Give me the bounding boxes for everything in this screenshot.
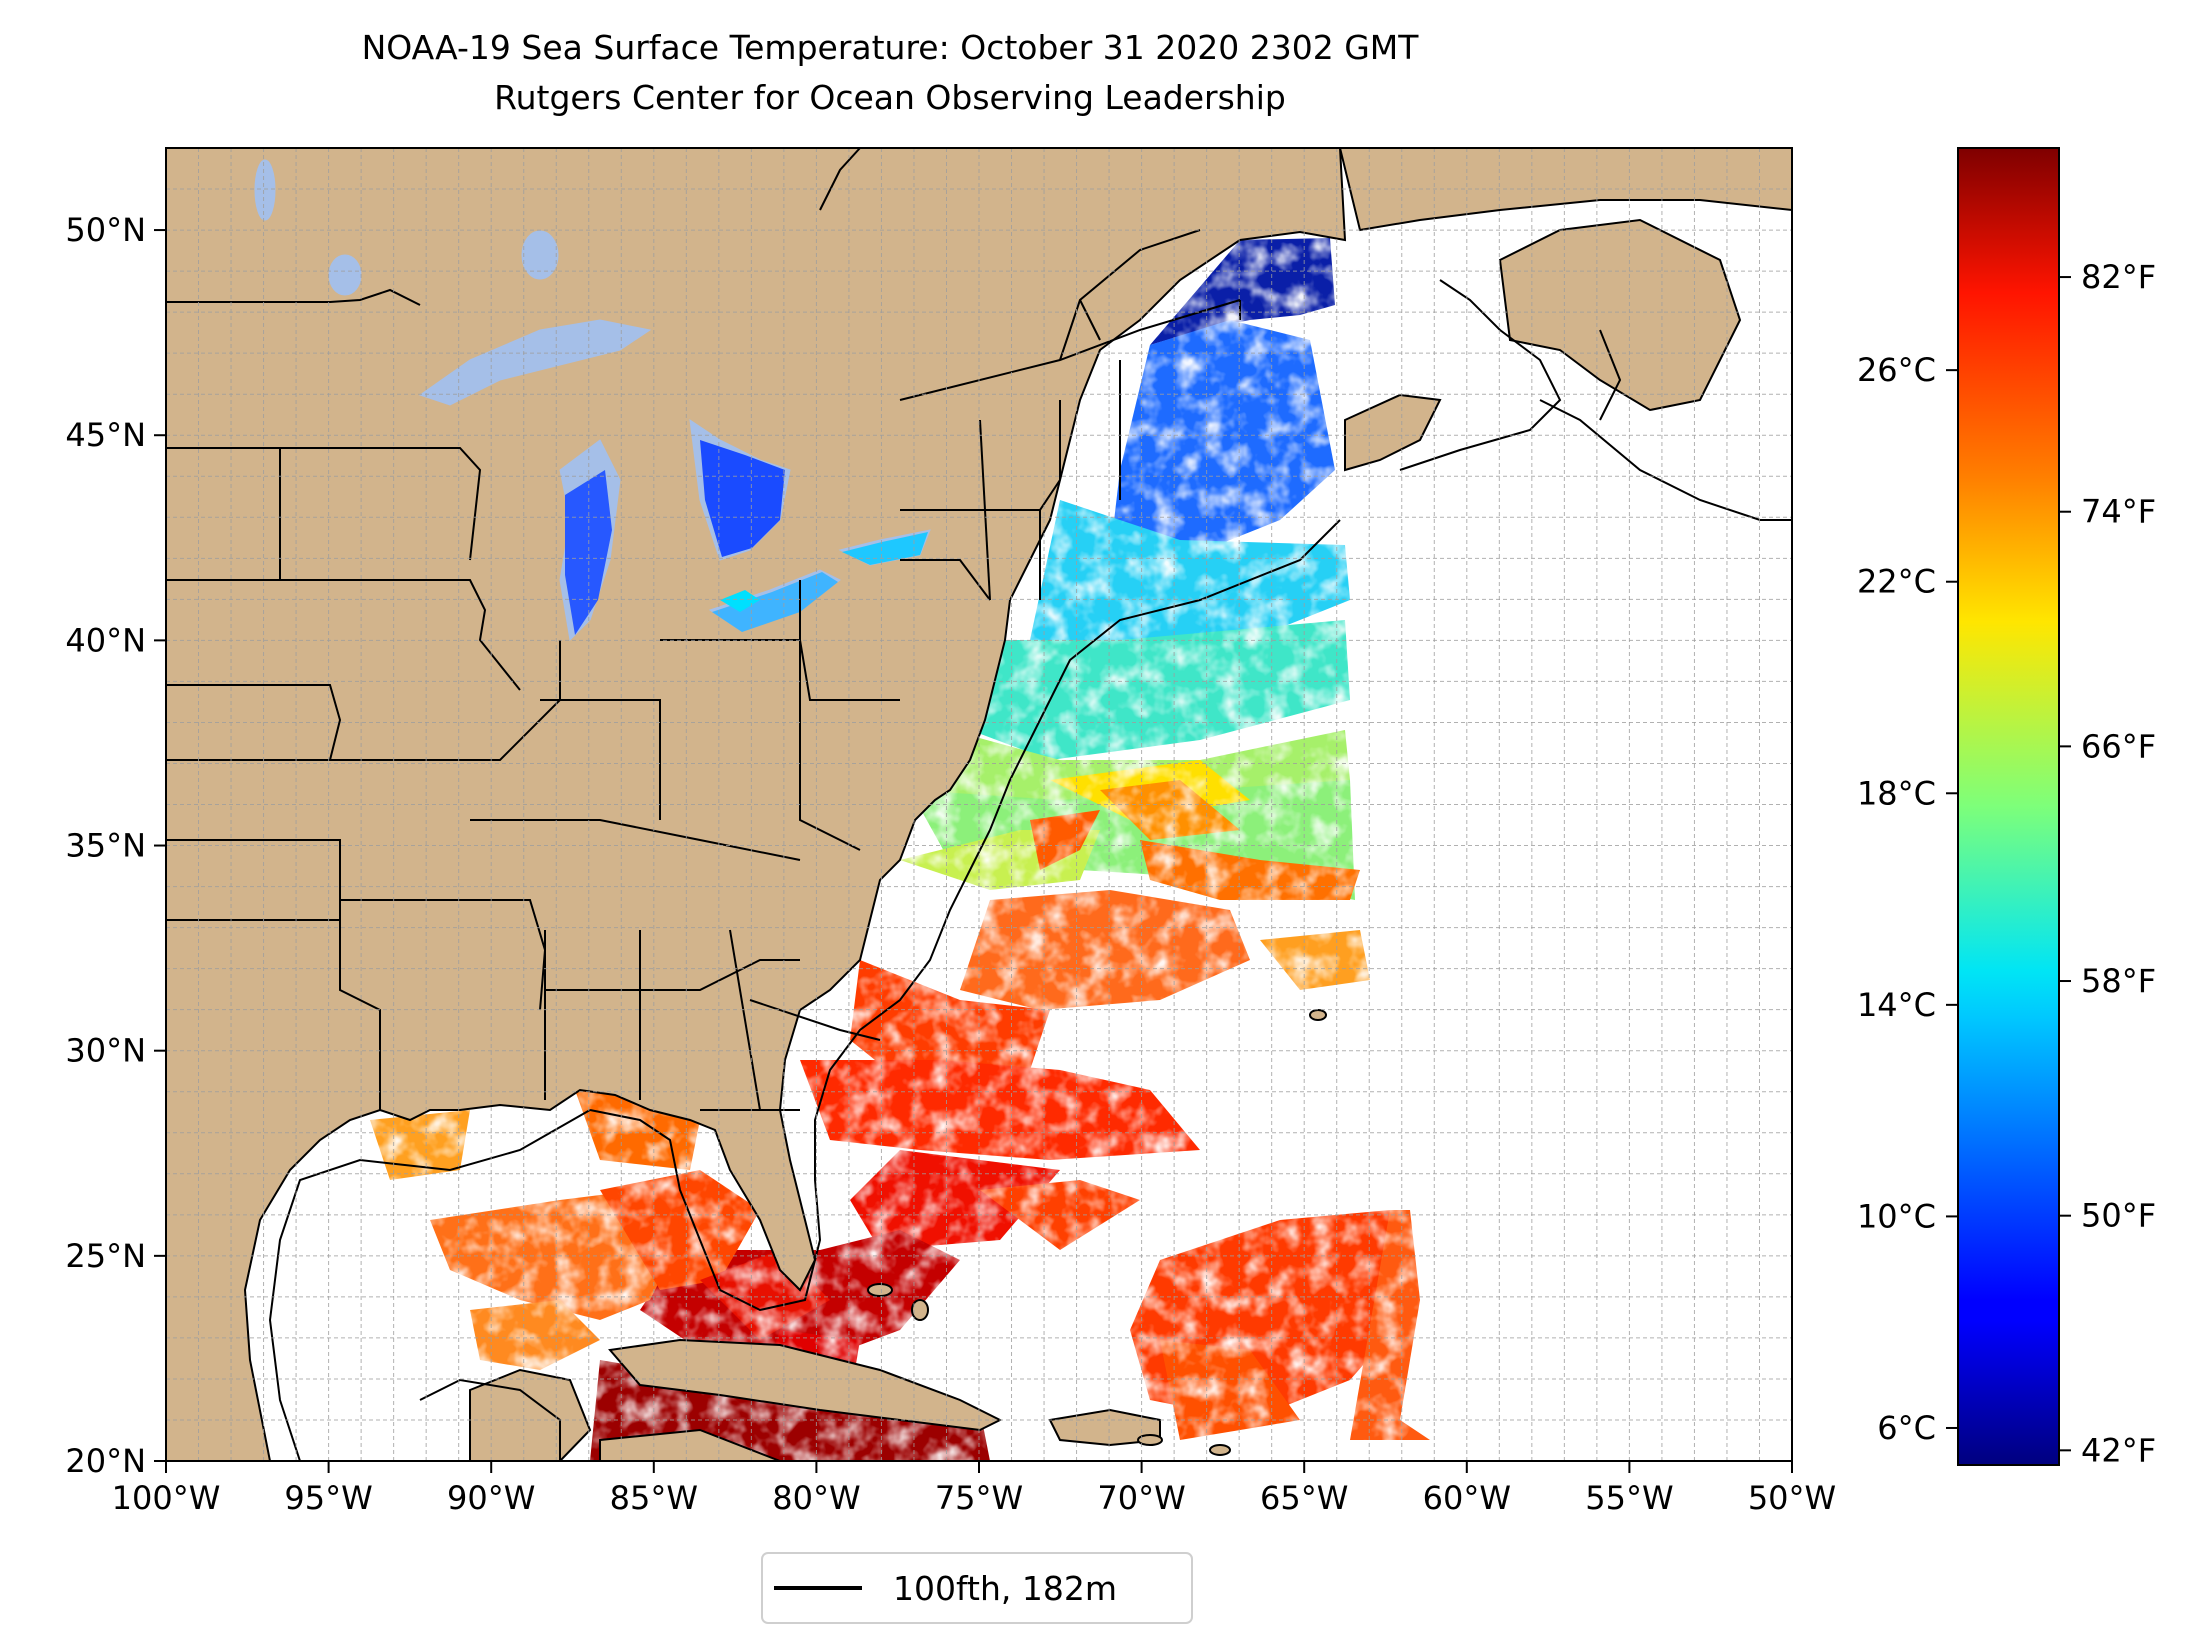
x-tick-label: 65°W (1260, 1479, 1348, 1517)
celsius-tick-label: 6°C (1877, 1409, 1936, 1447)
fahrenheit-tick-label: 42°F (2081, 1431, 2156, 1469)
y-tick-label: 30°N (65, 1032, 146, 1070)
fahrenheit-tick-label: 58°F (2081, 962, 2156, 1000)
celsius-tick-label: 26°C (1857, 351, 1936, 389)
isobath-100fth (268, 279, 1792, 1461)
lake-sst (565, 440, 928, 635)
y-tick-label: 20°N (65, 1442, 146, 1480)
x-tick-label: 90°W (447, 1479, 535, 1517)
x-tick-label: 85°W (610, 1479, 698, 1517)
x-tick-label: 60°W (1423, 1479, 1511, 1517)
y-tick-label: 50°N (65, 211, 146, 249)
y-tick-label: 25°N (65, 1237, 146, 1275)
y-tick-label: 40°N (65, 621, 146, 659)
islands (867, 1009, 1327, 1456)
celsius-tick-label: 22°C (1857, 563, 1936, 601)
fahrenheit-tick-label: 50°F (2081, 1197, 2156, 1235)
x-tick-label: 75°W (935, 1479, 1023, 1517)
x-tick-label: 80°W (772, 1479, 860, 1517)
graticule (166, 148, 1792, 1461)
celsius-tick-label: 14°C (1857, 986, 1936, 1024)
celsius-tick-label: 18°C (1857, 774, 1936, 812)
x-tick-label: 95°W (284, 1479, 372, 1517)
fahrenheit-tick-label: 74°F (2081, 493, 2156, 531)
colorbar-ticks: 6°C 10°C 14°C 18°C 22°C 26°C 42°F 50°F 58°F 66°F 7… (1857, 258, 2156, 1469)
x-tick-label: 100°W (112, 1479, 221, 1517)
x-tick-label: 70°W (1097, 1479, 1185, 1517)
map-subtitle: Rutgers Center for Ocean Observing Leade… (494, 78, 1286, 117)
legend: 100fth, 182m (761, 1552, 1193, 1624)
x-tick-label: 55°W (1585, 1479, 1673, 1517)
x-tick-label: 50°W (1748, 1479, 1836, 1517)
y-tick-label: 45°N (65, 416, 146, 454)
map-title: NOAA-19 Sea Surface Temperature: October… (361, 28, 1419, 67)
fahrenheit-tick-label: 66°F (2081, 727, 2156, 765)
colorbar-gradient (1957, 147, 2060, 1466)
map-axes: 100°W 95°W 90°W 85°W 80°W 75°W 70°W 65°W 60°W 55°… (65, 211, 1836, 1517)
y-tick-label: 35°N (65, 827, 146, 865)
legend-box (761, 1552, 1193, 1624)
fahrenheit-tick-label: 82°F (2081, 258, 2156, 296)
colorbar: 6°C 10°C 14°C 18°C 22°C 26°C 42°F 50°F 58°F 66°F 7… (1857, 147, 2156, 1469)
political-borders (166, 148, 1241, 1111)
legend-label: 100fth, 182m (893, 1569, 1117, 1608)
celsius-tick-label: 10°C (1857, 1197, 1936, 1235)
